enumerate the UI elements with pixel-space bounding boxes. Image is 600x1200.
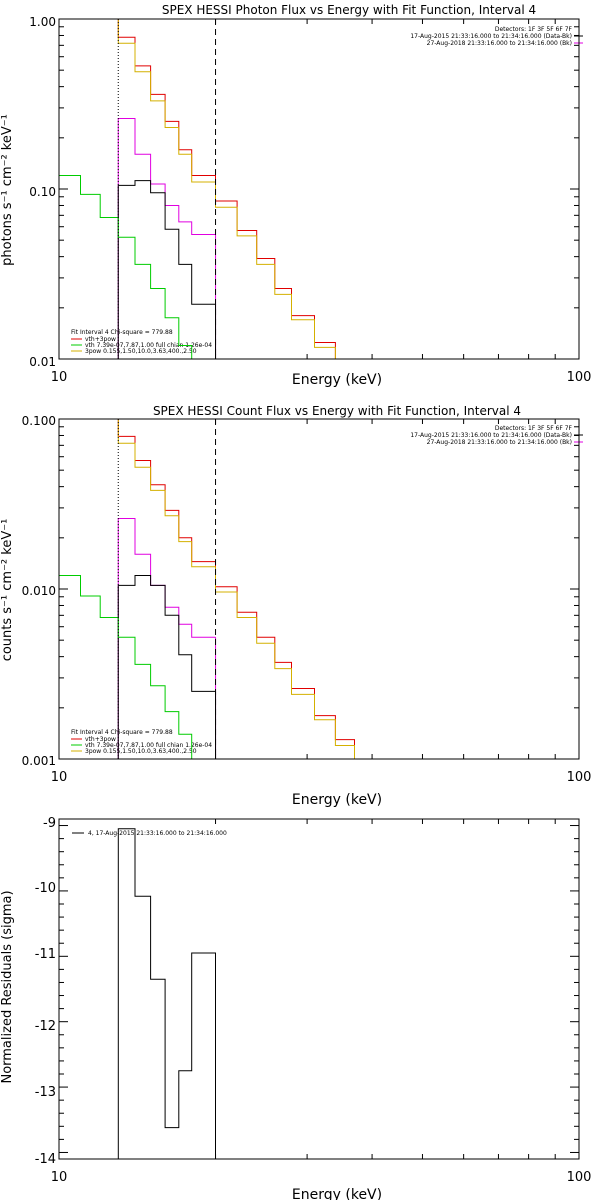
photon-series-vth-3pow xyxy=(100,19,336,359)
photon-legend-data-bk: 17-Aug-2015 21:33:16.000 to 21:34:16.000… xyxy=(410,33,572,40)
count-panel-title: SPEX HESSI Count Flux vs Energy with Fit… xyxy=(153,404,521,418)
count-legend-data-bk: 17-Aug-2015 21:33:16.000 to 21:34:16.000… xyxy=(410,432,572,439)
count-legend-3pow: 3pow 0.155,1.50,10.0,3.63,400.,2.50 xyxy=(85,748,197,755)
photon-x-tick-label: 10 xyxy=(51,370,68,385)
count-y-axis-label: counts s⁻¹ cm⁻² keV⁻¹ xyxy=(0,519,15,662)
count-legend-detectors: Detectors: 1F 3F 5F 6F 7F xyxy=(495,425,573,432)
residuals-x-tick-label: 100 xyxy=(567,1170,592,1185)
photon-legend-3pow: 3pow 0.155,1.50,10.0,3.63,400.,2.50 xyxy=(85,348,197,355)
count-bottom-legend: Fit Interval 4 Chi-square = 779.88 vth+3… xyxy=(71,729,212,755)
count-plot-area xyxy=(59,419,355,759)
photon-panel-title: SPEX HESSI Photon Flux vs Energy with Fi… xyxy=(162,3,536,17)
photon-flux-panel: SPEX HESSI Photon Flux vs Energy with Fi… xyxy=(0,3,591,388)
count-series-data-bk xyxy=(117,419,355,759)
residuals-y-tick-label: -14 xyxy=(35,1152,56,1167)
residuals-axes-frame xyxy=(58,818,580,1160)
count-x-tick-label: 10 xyxy=(51,770,68,785)
count-series-vth-3pow xyxy=(100,419,355,759)
photon-series-3pow xyxy=(59,175,193,359)
count-legend-bk: 27-Aug-2018 21:33:16.000 to 21:34:16.000… xyxy=(427,439,572,446)
photon-legend-detectors: Detectors: 1F 3F 5F 6F 7F xyxy=(495,26,573,33)
residuals-y-tick-label: -11 xyxy=(35,947,56,962)
photon-series-vth xyxy=(118,180,216,305)
photon-x-tick-label: 100 xyxy=(567,370,592,385)
count-y-tick-label: 0.010 xyxy=(22,584,56,598)
count-series-vth xyxy=(118,575,216,692)
count-flux-panel: SPEX HESSI Count Flux vs Energy with Fit… xyxy=(0,404,591,808)
residuals-plot-area xyxy=(117,828,216,1159)
count-y-tick-label: 0.100 xyxy=(22,414,56,428)
count-series-3pow xyxy=(59,575,193,759)
photon-legend-vth: vth 7.39e-07,7.87,1.00 full chian 1.26e-… xyxy=(85,342,212,349)
count-legend-vth: vth 7.39e-07,7.87,1.00 full chian 1.26e-… xyxy=(85,742,212,749)
count-y-tick-label: 0.001 xyxy=(22,754,56,768)
residuals-y-tick-label: -12 xyxy=(35,1019,56,1034)
photon-y-axis-label: photons s⁻¹ cm⁻² keV⁻¹ xyxy=(0,114,15,266)
photon-y-tick-label: 1.00 xyxy=(29,15,56,29)
residuals-y-axis-label: Normalized Residuals (sigma) xyxy=(0,890,15,1083)
count-legend-vth3pow: vth+3pow xyxy=(85,736,116,743)
photon-series-data-bk xyxy=(117,19,336,359)
photon-legend-fit-interval: Fit Interval 4 Chi-square = 779.88 xyxy=(71,329,173,336)
residuals-x-tick-label: 10 xyxy=(51,1170,68,1185)
residuals-x-axis-label: Energy (keV) xyxy=(292,1187,382,1200)
photon-legend-bk: 27-Aug-2018 21:33:16.000 to 21:34:16.000… xyxy=(427,40,572,47)
photon-y-tick-label: 0.10 xyxy=(29,185,56,199)
photon-x-axis-label: Energy (keV) xyxy=(292,372,382,388)
photon-bottom-legend: Fit Interval 4 Chi-square = 779.88 vth+3… xyxy=(71,329,212,355)
count-legend-fit-interval: Fit Interval 4 Chi-square = 779.88 xyxy=(71,729,173,736)
photon-plot-area xyxy=(59,19,336,359)
photon-y-tick-label: 0.01 xyxy=(29,355,56,369)
count-x-axis-label: Energy (keV) xyxy=(292,792,382,808)
count-x-tick-label: 100 xyxy=(567,770,592,785)
residuals-panel: Energy (keV) Normalized Residuals (sigma… xyxy=(0,816,591,1200)
residuals-y-tick-label: -10 xyxy=(35,881,56,896)
residuals-series-4-17-aug-2015-21-33- xyxy=(117,828,216,1159)
residuals-y-tick-label: -9 xyxy=(43,816,56,831)
photon-legend-vth3pow: vth+3pow xyxy=(85,336,116,343)
residuals-legend-label: 4, 17-Aug-2015 21:33:16.000 to 21:34:16.… xyxy=(88,830,227,837)
residuals-y-tick-label: -13 xyxy=(35,1085,56,1100)
